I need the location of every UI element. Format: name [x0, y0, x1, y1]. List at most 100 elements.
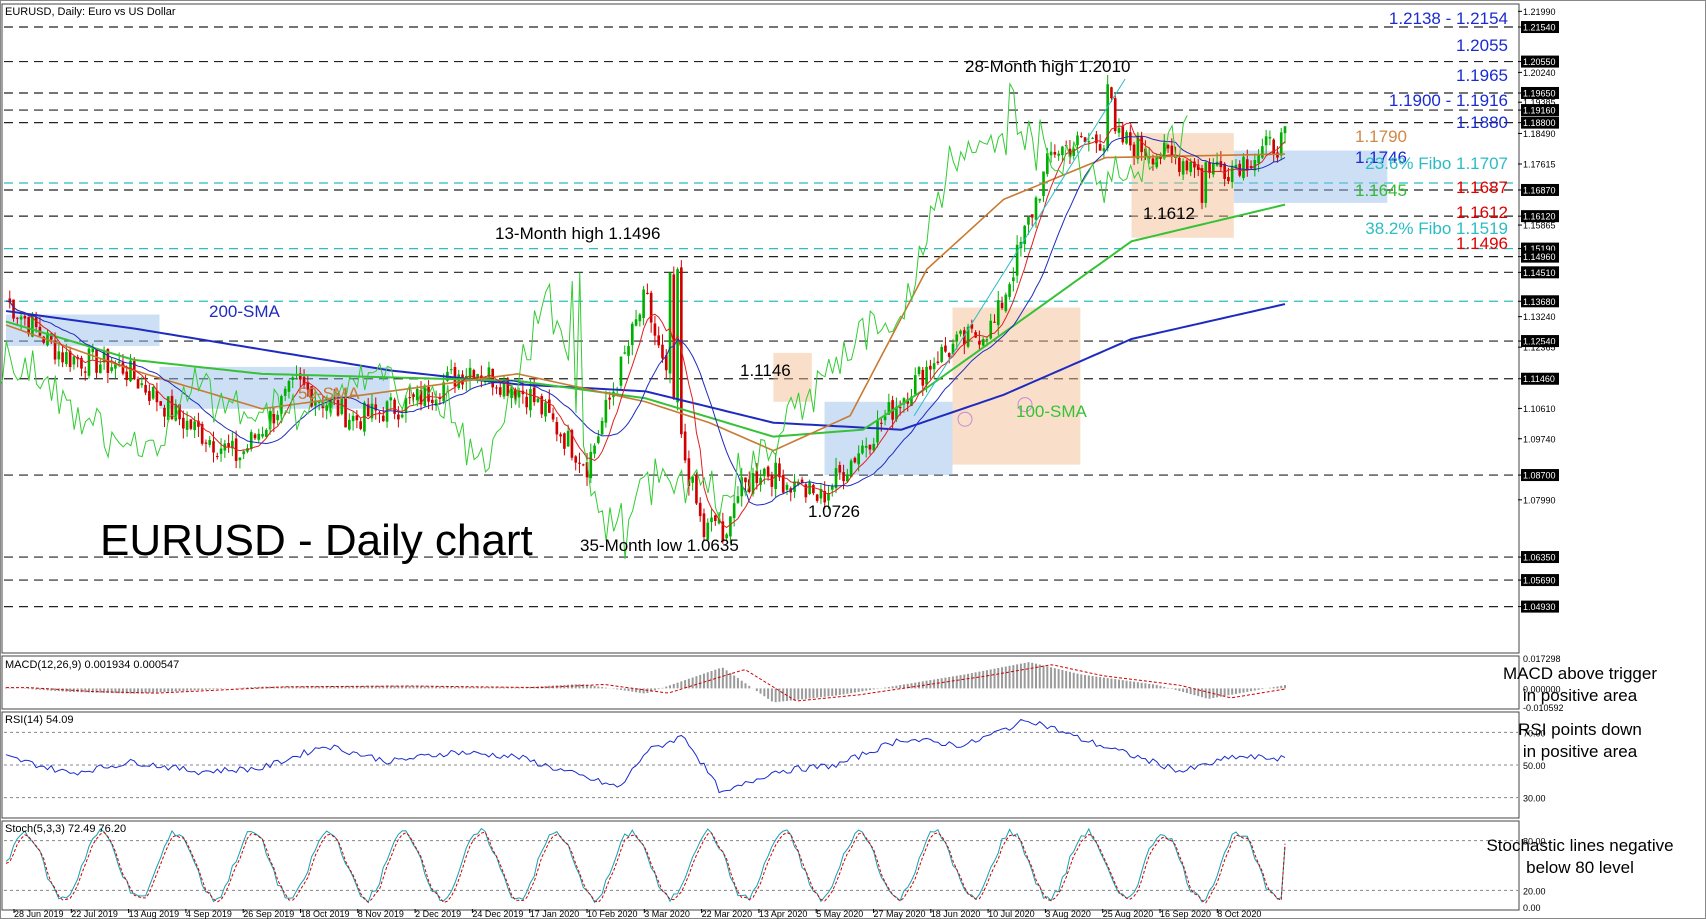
- price-annotations: 28-Month high 1.2010 13-Month high 1.1496…: [209, 57, 1195, 555]
- candle-body: [72, 356, 76, 365]
- candle-body: [378, 412, 381, 414]
- level-label: 1.1900 - 1.1916: [1389, 91, 1508, 110]
- candle-body: [91, 348, 95, 353]
- date-tick-label: 13 Aug 2019: [129, 909, 180, 919]
- candle-body: [1166, 144, 1170, 149]
- crossover-marker: [1017, 397, 1033, 413]
- candle-body: [314, 400, 317, 406]
- candle-body: [27, 317, 30, 335]
- price-tick-box: [1521, 266, 1559, 279]
- candle-body: [1121, 126, 1125, 143]
- price-tick-label: 1.04930: [1523, 602, 1556, 612]
- price-tick-label: 1.20240: [1523, 68, 1556, 78]
- candle-body: [574, 456, 578, 463]
- candle-body: [883, 416, 887, 421]
- level-label: 1.1645: [1355, 181, 1407, 200]
- candle-body: [1087, 141, 1091, 143]
- candle-body: [1061, 146, 1064, 156]
- candle-body: [717, 518, 721, 524]
- candle-body: [438, 397, 442, 399]
- candle-body: [702, 513, 706, 538]
- candle-body: [189, 419, 193, 429]
- candle-body: [1204, 162, 1208, 203]
- candle-body: [951, 343, 955, 355]
- candle-body: [1234, 164, 1238, 168]
- date-tick-label: 8 Oct 2020: [1217, 909, 1261, 919]
- date-tick-label: 26 Sep 2019: [243, 909, 294, 919]
- candle-body: [1012, 277, 1015, 282]
- candle-body: [344, 396, 347, 428]
- candle-body: [370, 403, 374, 419]
- date-tick-label: 10 Jul 2020: [988, 909, 1035, 919]
- date-tick-label: 18 Jun 2020: [931, 909, 981, 919]
- candle-body: [1279, 132, 1283, 156]
- candle-body: [1196, 164, 1200, 171]
- candle-body: [1178, 157, 1181, 172]
- level-label: 1.2055: [1456, 36, 1508, 55]
- candle-body: [102, 350, 106, 363]
- candle-body: [502, 379, 506, 397]
- candle-body: [306, 382, 310, 390]
- candle-body: [763, 468, 766, 477]
- candle-body: [276, 414, 279, 421]
- price-tick-label: 1.06350: [1523, 553, 1556, 563]
- candle-body: [653, 323, 657, 336]
- chart-header-title: EURUSD, Daily: Euro vs US Dollar: [5, 6, 176, 18]
- candle-body: [83, 371, 87, 373]
- date-tick-label: 22 Jul 2019: [71, 909, 118, 919]
- sma50-line: [5, 153, 1286, 452]
- level-label: 1.1965: [1456, 66, 1508, 85]
- stoch-annotation-line1: Stochastic lines negative: [1486, 836, 1673, 855]
- candle-body: [559, 434, 562, 437]
- candle-body: [861, 445, 864, 454]
- price-tick-box: [1521, 574, 1559, 587]
- candle-body: [495, 387, 498, 389]
- candle-body: [744, 477, 747, 483]
- candle-body: [87, 348, 91, 376]
- candle-body: [1264, 136, 1268, 146]
- candle-body: [597, 436, 600, 443]
- candle-body: [1106, 84, 1109, 149]
- kijun-line: [5, 135, 1286, 506]
- candle-body: [412, 394, 415, 397]
- candle-body: [1208, 162, 1211, 173]
- candle-body: [947, 353, 951, 357]
- price-tick-label: 1.16120: [1523, 212, 1556, 222]
- candle-body: [1140, 135, 1143, 153]
- candle-body: [363, 402, 366, 432]
- date-tick-label: 3 Mar 2020: [644, 909, 690, 919]
- candle-body: [578, 462, 581, 464]
- candle-body: [204, 442, 208, 444]
- series-label: 100-SMA: [1016, 402, 1088, 421]
- candle-body: [272, 413, 276, 424]
- price-tick-label: 1.13680: [1523, 297, 1556, 307]
- candle-body: [827, 493, 830, 501]
- candle-body: [563, 433, 566, 449]
- candle-body: [329, 399, 332, 408]
- candle-body: [1034, 197, 1038, 220]
- candle-body: [476, 374, 479, 379]
- candle-body: [393, 399, 396, 414]
- price-tick-box: [1521, 295, 1559, 308]
- candle-body: [182, 417, 185, 429]
- date-axis: 28 Jun 2019 22 Jul 2019 13 Aug 2019 4 Sep 2…: [13, 909, 1261, 919]
- rsi-tick-label: 50.00: [1523, 761, 1546, 771]
- candle-body: [978, 340, 981, 345]
- candle-body: [600, 420, 604, 435]
- date-tick-label: 25 Aug 2020: [1103, 909, 1154, 919]
- candle-body: [876, 420, 879, 443]
- chart-watermark: EURUSD - Daily chart: [100, 516, 533, 565]
- macd-annotation-line2: in positive area: [1523, 686, 1638, 705]
- rsi-tick-label: 70.00: [1523, 728, 1546, 738]
- candle-body: [419, 390, 423, 405]
- candle-body: [400, 414, 404, 418]
- candle-body: [268, 411, 272, 430]
- date-tick-label: 22 Mar 2020: [702, 909, 753, 919]
- candle-body: [966, 326, 970, 347]
- candle-body: [910, 396, 913, 406]
- price-tick-box: [1521, 210, 1559, 223]
- candle-body: [1159, 156, 1162, 159]
- date-tick-label: 17 Jan 2020: [530, 909, 580, 919]
